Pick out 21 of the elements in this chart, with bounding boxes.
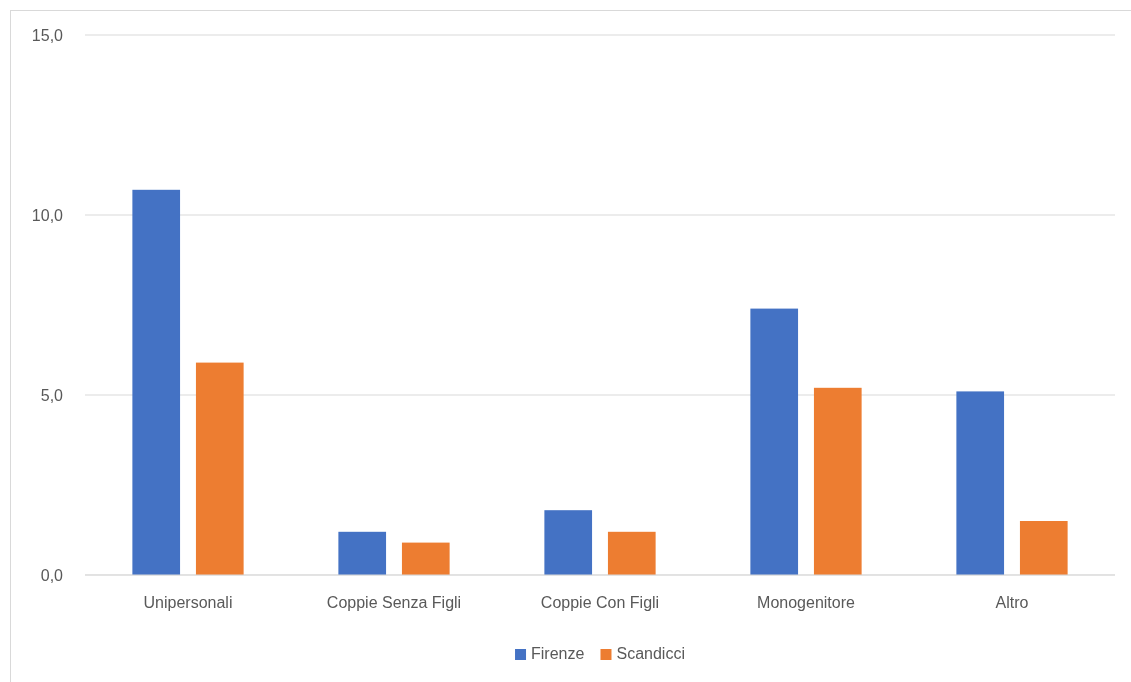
legend-label: Scandicci xyxy=(616,645,685,662)
bar xyxy=(544,510,593,575)
y-tick-label: 10,0 xyxy=(31,206,64,224)
bar xyxy=(1019,521,1068,575)
bar xyxy=(956,391,1005,575)
bar xyxy=(607,531,656,575)
x-tick-label: Monogenitore xyxy=(757,594,856,612)
x-tick-label: Altro xyxy=(995,594,1029,612)
bar xyxy=(195,362,244,575)
y-tick-label: 5,0 xyxy=(40,386,64,404)
x-tick-label: Coppie Con Figli xyxy=(540,594,660,612)
x-tick-label: Coppie Senza Figli xyxy=(326,594,462,612)
bar xyxy=(132,189,181,575)
bar xyxy=(338,531,387,575)
bar xyxy=(750,308,799,575)
legend-label: Firenze xyxy=(531,645,585,662)
y-tick-label: 15,0 xyxy=(31,26,64,44)
x-tick-label: Unipersonali xyxy=(143,594,233,612)
bar xyxy=(401,542,450,575)
y-tick-label: 0,0 xyxy=(40,566,64,584)
bar xyxy=(813,387,862,575)
